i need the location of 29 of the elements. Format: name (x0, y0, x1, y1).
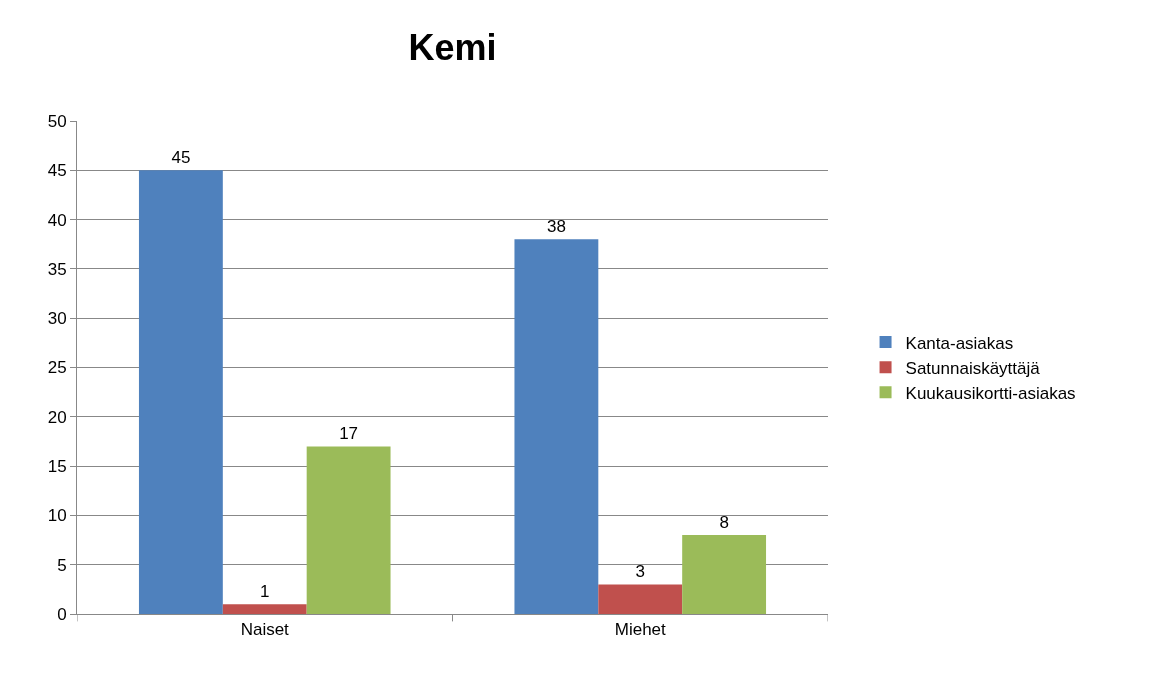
bar (138, 170, 223, 614)
data-label: 17 (339, 424, 359, 444)
y-tick-label: 40 (47, 210, 67, 230)
y-tick-label: 35 (47, 259, 67, 279)
legend-label: Satunnaiskäyttäjä (905, 358, 1041, 378)
bar (682, 535, 767, 614)
legend-label: Kuukausikortti-asiakas (905, 383, 1076, 403)
x-tick-label: Naiset (240, 620, 290, 640)
bar (514, 239, 599, 614)
y-tick-label: 5 (57, 555, 67, 575)
y-tick-label: 0 (57, 604, 67, 624)
y-tick-label: 20 (47, 407, 67, 427)
y-tick-label: 50 (47, 111, 67, 131)
bar (306, 446, 391, 614)
x-tick-label: Miehet (614, 620, 667, 640)
data-label: 8 (719, 513, 729, 533)
y-tick-label: 45 (47, 161, 67, 181)
y-tick-label: 30 (47, 309, 67, 329)
legend-label: Kanta-asiakas (905, 333, 1014, 353)
y-tick-label: 10 (47, 506, 67, 526)
data-label: 3 (635, 562, 645, 582)
data-label: 45 (171, 148, 191, 168)
y-tick-label: 25 (47, 358, 67, 378)
y-tick-label: 15 (47, 457, 67, 477)
bar (598, 584, 683, 614)
data-label: 1 (260, 582, 270, 602)
bar (222, 604, 307, 614)
data-label: 38 (546, 217, 566, 237)
chart-title: Kemi (408, 26, 497, 68)
